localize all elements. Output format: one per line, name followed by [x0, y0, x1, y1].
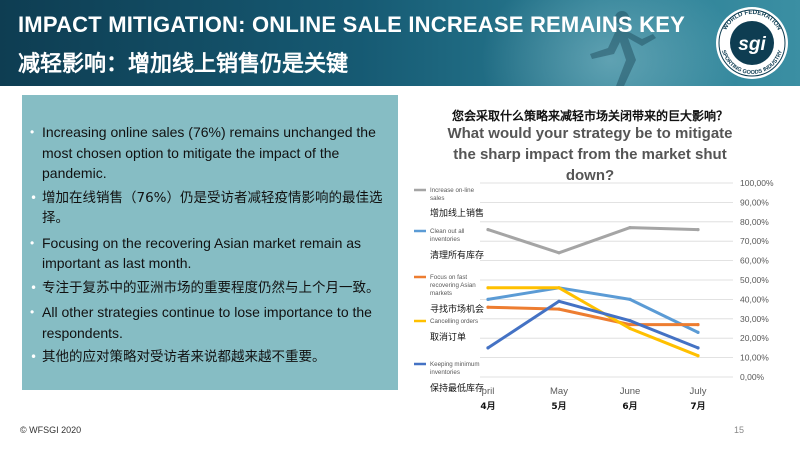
data-point: [628, 319, 632, 323]
data-point: [557, 299, 561, 303]
x-tick-label: pril: [482, 386, 495, 397]
x-tick-label-zh: 4月: [480, 401, 495, 412]
series-line: [486, 286, 700, 334]
bullet-item: • Increasing online sales (76%) remains u…: [30, 122, 392, 184]
bullet-dot-icon: •: [30, 125, 35, 139]
legend-label: Clean out all inventories: [430, 228, 464, 243]
x-tick-label-zh: 6月: [622, 401, 637, 412]
bullet-text: All other strategies continue to lose im…: [42, 304, 372, 341]
bullet-dot-icon: •: [30, 280, 38, 295]
slide-header: IMPACT MITIGATION: ONLINE SALE INCREASE …: [0, 0, 800, 86]
y-tick-label: 70,00%: [740, 236, 769, 246]
bullet-item: • All other strategies continue to lose i…: [30, 302, 392, 343]
data-point: [628, 323, 632, 327]
slide-title-zh: 减轻影响：增加线上销售仍是关键: [18, 52, 349, 77]
series-line: [486, 305, 700, 327]
x-tick-label: June: [620, 386, 641, 397]
logo-initials: sgi: [738, 34, 766, 55]
data-point: [557, 307, 561, 311]
x-tick-label-zh: 7月: [690, 401, 705, 412]
bullet-dot-icon: •: [30, 235, 35, 250]
bullet-text: Focusing on the recovering Asian market …: [42, 234, 362, 272]
y-tick-label: 30,00%: [740, 314, 769, 324]
legend-label: Keeping minimum inventories: [430, 361, 480, 376]
y-tick-label: 100,00%: [740, 178, 774, 188]
x-tick-label-zh: 5月: [551, 401, 566, 412]
runner-silhouette-icon: [590, 11, 656, 86]
bullet-dot-icon: •: [30, 350, 38, 364]
bullet-item: • 其他的应对策略对受访者来说都越来越不重要。: [30, 347, 392, 368]
legend-label: Focus on fast recovering Asian markets: [430, 274, 476, 297]
data-point: [628, 326, 632, 331]
chart-title: What would your strategy be to mitigate …: [447, 125, 733, 184]
data-point: [486, 346, 490, 350]
x-tick-label: July: [690, 386, 707, 397]
key-findings-panel: • Increasing online sales (76%) remains u…: [22, 95, 398, 390]
data-point: [696, 323, 700, 327]
data-point: [628, 297, 632, 301]
legend-label-zh: 取消订单: [430, 331, 466, 343]
header-glow: [480, 0, 740, 86]
bullet-text: 其他的应对策略对受访者来说都越来越不重要。: [42, 349, 326, 365]
series-line: [486, 299, 700, 350]
legend-label: Cancelling orders: [430, 318, 478, 325]
series-line: [486, 226, 700, 255]
legend-label-zh: 保持最低库存: [430, 382, 484, 394]
x-tick-label: May: [550, 386, 568, 397]
y-tick-label: 0,00%: [740, 372, 765, 382]
bullet-item: • 专注于复苏中的亚洲市场的重要程度仍然与上个月一致。: [30, 278, 392, 299]
legend-label: Increase on-line sales: [430, 187, 475, 202]
series-line: [486, 286, 700, 358]
legend-label-zh: 寻找市场机会: [430, 303, 484, 315]
bullet-item: • Focusing on the recovering Asian market…: [30, 233, 392, 274]
y-tick-label: 10,00%: [740, 353, 769, 363]
y-tick-label: 60,00%: [740, 256, 769, 266]
page-number: 15: [734, 425, 745, 435]
strategy-line-chart: 0,00% 10,00% 20,00% 30,00% 40,00% 50,00% 60,00…: [414, 178, 774, 412]
bullet-dot-icon: •: [30, 305, 35, 319]
key-findings-list: • Increasing online sales (76%) remains u…: [30, 122, 392, 372]
wfsgi-logo-icon: WORLD FEDERATION SPORTING GOODS INDUSTRY…: [716, 7, 788, 79]
chart-title-zh: 您会采取什么策略来减轻市场关闭带来的巨大影响？: [451, 109, 728, 123]
bullet-text: 增加在线销售（76%）仍是受访者减轻疫情影响的最佳选择。: [42, 189, 383, 227]
bullet-text: 专注于复苏中的亚洲市场的重要程度仍然与上个月一致。: [42, 279, 380, 296]
data-point: [696, 330, 700, 334]
y-tick-label: 20,00%: [740, 333, 769, 343]
data-point: [557, 251, 561, 255]
copyright-footer: © WFSGI 2020: [20, 425, 82, 435]
legend-label-zh: 增加线上销售: [430, 207, 484, 219]
y-tick-label: 40,00%: [740, 294, 769, 304]
bullet-item: • 增加在线销售（76%）仍是受访者减轻疫情影响的最佳选择。: [30, 188, 392, 229]
slide-title-en: IMPACT MITIGATION: ONLINE SALE INCREASE …: [18, 12, 685, 37]
y-tick-label: 90,00%: [740, 197, 769, 207]
legend-label-zh: 清理所有库存: [430, 249, 484, 261]
data-point: [486, 286, 490, 290]
data-point: [696, 354, 700, 358]
bullet-text: Increasing online sales (76%) remains un…: [42, 124, 376, 181]
data-point: [486, 228, 490, 232]
data-point: [696, 346, 700, 350]
y-tick-label: 80,00%: [740, 217, 769, 227]
y-tick-label: 50,00%: [740, 275, 769, 285]
data-point: [486, 297, 490, 301]
data-point: [696, 228, 700, 232]
data-point: [557, 286, 561, 290]
data-point: [628, 226, 632, 230]
data-point: [486, 305, 490, 309]
bullet-dot-icon: •: [30, 190, 38, 205]
